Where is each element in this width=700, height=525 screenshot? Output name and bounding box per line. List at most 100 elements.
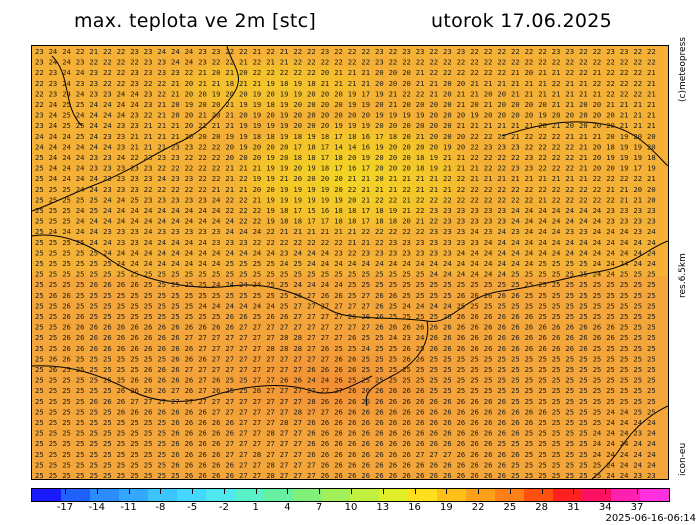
temperature-row: 22 23 24 23 23 22 22 23 22 22 21 20 21 21 18 21 21 19 18 19…	[35, 79, 656, 88]
temperature-value: 25	[130, 450, 139, 459]
temperature-value: 24	[76, 142, 85, 151]
colorbar-tick-label: 16	[408, 502, 421, 513]
temperature-value: 22	[144, 185, 153, 194]
temperature-value: 26	[103, 397, 112, 406]
temperature-value: 23	[198, 47, 207, 56]
temperature-value: 24	[117, 195, 126, 204]
temperature-value: 24	[552, 227, 561, 236]
temperature-value: 23	[416, 47, 425, 56]
temperature-value: 25	[117, 439, 126, 448]
colorbar-tick-label: 31	[567, 502, 580, 513]
temperature-value: 24	[620, 259, 629, 268]
temperature-value: 27	[266, 376, 275, 385]
temperature-value: 21	[429, 89, 438, 98]
temperature-value: 23	[511, 227, 520, 236]
temperature-value: 21	[647, 121, 656, 130]
temperature-value: 25	[402, 365, 411, 374]
temperature-value: 22	[565, 142, 574, 151]
temperature-value: 24	[157, 259, 166, 268]
temperature-value: 24	[35, 132, 44, 141]
temperature-value: 23	[157, 68, 166, 77]
temperature-value: 24	[253, 227, 262, 236]
temperature-value: 27	[253, 471, 262, 479]
temperature-value: 24	[579, 206, 588, 215]
temperature-value: 26	[157, 333, 166, 342]
temperature-value: 26	[429, 323, 438, 332]
temperature-value: 25	[402, 280, 411, 289]
temperature-value: 28	[280, 344, 289, 353]
temperature-value: 22	[579, 47, 588, 56]
temperature-value: 27	[307, 471, 316, 479]
temperature-value: 25	[593, 301, 602, 310]
temperature-value: 25	[593, 344, 602, 353]
temperature-value: 22	[103, 68, 112, 77]
temperature-value: 20	[443, 132, 452, 141]
temperature-value: 25	[253, 270, 262, 279]
temperature-value: 27	[348, 323, 357, 332]
temperature-value: 23	[633, 429, 642, 438]
temperature-value: 25	[35, 344, 44, 353]
colorbar-tick-mark	[573, 488, 575, 494]
temperature-value: 25	[579, 365, 588, 374]
temperature-value: 25	[103, 460, 112, 469]
temperature-value: 19	[620, 153, 629, 162]
temperature-value: 20	[538, 100, 547, 109]
temperature-value: 26	[348, 460, 357, 469]
temperature-value: 22	[565, 185, 574, 194]
temperature-value: 26	[49, 291, 58, 300]
temperature-value: 24	[484, 270, 493, 279]
temperature-value: 20	[253, 153, 262, 162]
temperature-value: 22	[484, 68, 493, 77]
colorbar-tick-mark	[96, 488, 98, 494]
temperature-value: 25	[89, 471, 98, 479]
temperature-value: 25	[470, 301, 479, 310]
temperature-value: 26	[307, 365, 316, 374]
temperature-value: 26	[470, 291, 479, 300]
temperature-value: 22	[103, 58, 112, 67]
temperature-value: 25	[375, 376, 384, 385]
temperature-value: 26	[470, 397, 479, 406]
temperature-value: 22	[457, 68, 466, 77]
temperature-value: 27	[212, 344, 221, 353]
temperature-value: 25	[647, 280, 656, 289]
temperature-value: 26	[89, 280, 98, 289]
temperature-value: 26	[361, 407, 370, 416]
temperature-value: 23	[35, 111, 44, 120]
model-run-time: 2025-06-16-06:14	[605, 513, 696, 524]
temperature-value: 27	[239, 450, 248, 459]
temperature-value: 21	[457, 164, 466, 173]
colorbar-tick-mark	[160, 488, 162, 494]
temperature-value: 23	[361, 248, 370, 257]
temperature-value: 20	[402, 164, 411, 173]
temperature-value: 22	[375, 195, 384, 204]
temperature-value: 27	[266, 439, 275, 448]
temperature-value: 22	[253, 238, 262, 247]
temperature-value: 27	[239, 397, 248, 406]
temperature-value: 25	[348, 376, 357, 385]
temperature-value: 21	[389, 89, 398, 98]
temperature-value: 28	[293, 344, 302, 353]
temperature-value: 25	[144, 291, 153, 300]
colorbar-tick-label: -14	[88, 502, 105, 513]
temperature-value: 23	[402, 333, 411, 342]
temperature-value: 27	[144, 397, 153, 406]
cool-north-zone	[122, 46, 422, 126]
temperature-value: 26	[321, 439, 330, 448]
temperature-value: 23	[103, 132, 112, 141]
temperature-value: 24	[307, 248, 316, 257]
temperature-value: 25	[538, 354, 547, 363]
temperature-value: 21	[157, 132, 166, 141]
temperature-value: 25	[593, 386, 602, 395]
temperature-value: 22	[538, 142, 547, 151]
temperature-row: 25 26 26 25 25 25 25 25 25 25 26 26 26 27 27 27 27 27 27 27…	[35, 354, 656, 363]
temperature-value: 25	[538, 312, 547, 321]
temperature-value: 22	[484, 195, 493, 204]
temperature-value: 25	[525, 460, 534, 469]
temperature-value: 25	[443, 354, 452, 363]
temperature-value: 24	[49, 227, 58, 236]
temperature-value: 21	[280, 174, 289, 183]
temperature-value: 22	[552, 58, 561, 67]
temperature-value: 22	[470, 68, 479, 77]
temperature-value: 25	[579, 270, 588, 279]
temperature-value: 25	[239, 270, 248, 279]
